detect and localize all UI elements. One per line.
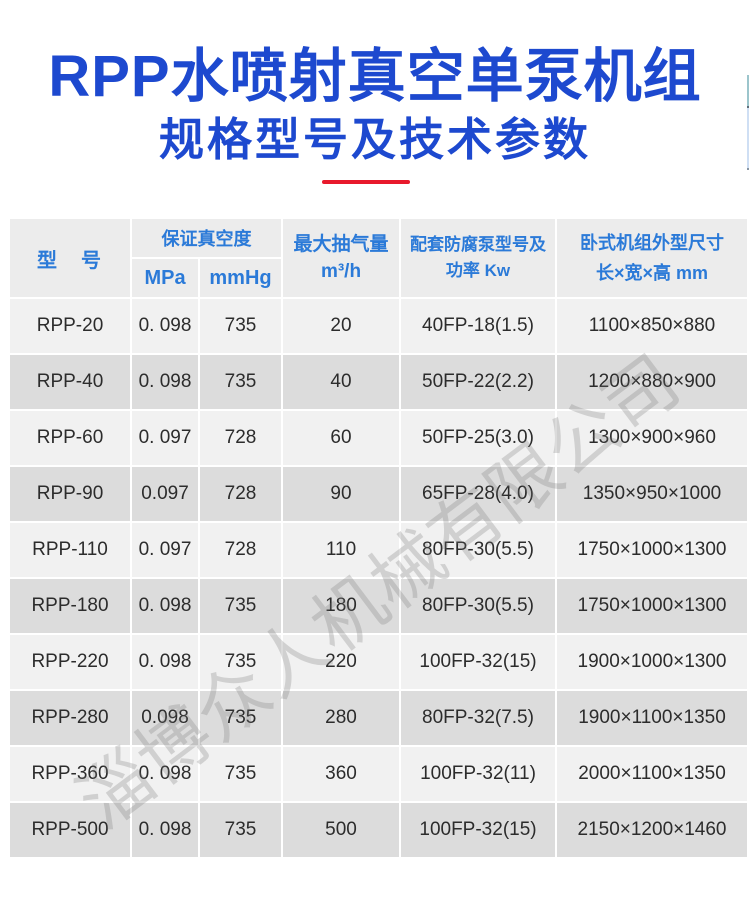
scrollbar-remnant-bottom[interactable]	[747, 106, 749, 170]
cell-size: 1750×1000×1300	[555, 521, 749, 580]
col-header-size-line1: 卧式机组外型尺寸	[580, 233, 724, 254]
cell-mmhg: 728	[198, 465, 283, 524]
cell-pump: 100FP-32(15)	[399, 801, 557, 860]
col-header-mmhg: mmHg	[198, 257, 283, 300]
cell-capacity: 20	[281, 297, 401, 356]
page-title: RPP水喷射真空单泵机组	[48, 44, 702, 109]
cell-pump: 80FP-30(5.5)	[399, 521, 557, 580]
cell-mpa: 0. 097	[130, 521, 200, 580]
cell-model: RPP-20	[8, 297, 132, 356]
cell-mmhg: 735	[198, 633, 283, 692]
table-row: RPP-220 0. 098 735 220 100FP-32(15) 1900×1000…	[8, 633, 749, 692]
cell-mpa: 0. 098	[130, 801, 200, 860]
table-row: RPP-20 0. 098 735 20 40FP-18(1.5) 1100×850×88…	[8, 297, 749, 356]
cell-capacity: 110	[281, 521, 401, 580]
cell-model: RPP-60	[8, 409, 132, 468]
col-header-capacity-unit: m³/h	[320, 261, 362, 283]
table-row: RPP-500 0. 098 735 500 100FP-32(15) 2150×1200…	[8, 801, 749, 860]
spec-table-body: RPP-20 0. 098 735 20 40FP-18(1.5) 1100×850×88…	[8, 297, 749, 860]
cell-mpa: 0. 098	[130, 353, 200, 412]
cell-capacity: 280	[281, 689, 401, 748]
col-header-size: 卧式机组外型尺寸 长×宽×高 mm	[555, 217, 749, 300]
cell-mpa: 0. 098	[130, 577, 200, 636]
cell-pump: 80FP-30(5.5)	[399, 577, 557, 636]
cell-mpa: 0.098	[130, 689, 200, 748]
cell-mpa: 0. 098	[130, 297, 200, 356]
cell-mpa: 0. 098	[130, 633, 200, 692]
cell-mpa: 0. 098	[130, 745, 200, 804]
col-header-vacuum-group: 保证真空度	[130, 217, 283, 260]
cell-model: RPP-280	[8, 689, 132, 748]
cell-mpa: 0. 097	[130, 409, 200, 468]
col-header-model: 型 号	[8, 217, 132, 300]
page-subtitle: 规格型号及技术参数	[158, 113, 591, 165]
cell-capacity: 360	[281, 745, 401, 804]
cell-mmhg: 728	[198, 521, 283, 580]
cell-model: RPP-40	[8, 353, 132, 412]
table-row: RPP-280 0.098 735 280 80FP-32(7.5) 1900×1100×…	[8, 689, 749, 748]
cell-capacity: 180	[281, 577, 401, 636]
col-header-capacity-line1: 最大抽气量	[293, 234, 389, 256]
cell-size: 1300×900×960	[555, 409, 749, 468]
cell-size: 1900×1000×1300	[555, 633, 749, 692]
cell-mmhg: 735	[198, 297, 283, 356]
col-header-mpa: MPa	[130, 257, 200, 300]
cell-model: RPP-90	[8, 465, 132, 524]
cell-size: 1350×950×1000	[555, 465, 749, 524]
cell-capacity: 220	[281, 633, 401, 692]
cell-size: 1200×880×900	[555, 353, 749, 412]
cell-size: 1100×850×880	[555, 297, 749, 356]
cell-pump: 40FP-18(1.5)	[399, 297, 557, 356]
cell-pump: 100FP-32(11)	[399, 745, 557, 804]
cell-model: RPP-180	[8, 577, 132, 636]
cell-size: 1900×1100×1350	[555, 689, 749, 748]
table-row: RPP-110 0. 097 728 110 80FP-30(5.5) 1750×1000…	[8, 521, 749, 580]
accent-underline	[322, 180, 410, 185]
cell-mmhg: 735	[198, 801, 283, 860]
cell-mmhg: 728	[198, 409, 283, 468]
spec-table-header: 型 号 保证真空度 最大抽气量 m³/h 配套防腐泵型号及 功率 Kw 卧式机组…	[8, 217, 749, 300]
table-row: RPP-180 0. 098 735 180 80FP-30(5.5) 1750×1000…	[8, 577, 749, 636]
cell-pump: 50FP-25(3.0)	[399, 409, 557, 468]
scrollbar-remnant-top[interactable]	[747, 75, 749, 106]
cell-model: RPP-110	[8, 521, 132, 580]
cell-capacity: 60	[281, 409, 401, 468]
cell-pump: 65FP-28(4.0)	[399, 465, 557, 524]
col-header-capacity: 最大抽气量 m³/h	[281, 217, 401, 300]
table-row: RPP-40 0. 098 735 40 50FP-22(2.2) 1200×880×90…	[8, 353, 749, 412]
col-header-pump-line1: 配套防腐泵型号及	[410, 235, 546, 255]
cell-pump: 50FP-22(2.2)	[399, 353, 557, 412]
cell-capacity: 40	[281, 353, 401, 412]
cell-model: RPP-500	[8, 801, 132, 860]
cell-pump: 100FP-32(15)	[399, 633, 557, 692]
cell-model: RPP-220	[8, 633, 132, 692]
cell-mmhg: 735	[198, 577, 283, 636]
cell-pump: 80FP-32(7.5)	[399, 689, 557, 748]
col-header-size-line2: 长×宽×高 mm	[595, 263, 709, 284]
table-row: RPP-60 0. 097 728 60 50FP-25(3.0) 1300×900×96…	[8, 409, 749, 468]
cell-size: 1750×1000×1300	[555, 577, 749, 636]
cell-capacity: 90	[281, 465, 401, 524]
col-header-pump-line2: 功率 Kw	[445, 261, 511, 281]
cell-mmhg: 735	[198, 689, 283, 748]
col-header-pump: 配套防腐泵型号及 功率 Kw	[399, 217, 557, 300]
hero-header: RPP水喷射真空单泵机组 规格型号及技术参数	[0, 0, 750, 185]
table-row: RPP-90 0.097 728 90 65FP-28(4.0) 1350×950×100…	[8, 465, 749, 524]
cell-mmhg: 735	[198, 745, 283, 804]
spec-table: 型 号 保证真空度 最大抽气量 m³/h 配套防腐泵型号及 功率 Kw 卧式机组…	[8, 217, 749, 860]
cell-mpa: 0.097	[130, 465, 200, 524]
cell-size: 2150×1200×1460	[555, 801, 749, 860]
cell-size: 2000×1100×1350	[555, 745, 749, 804]
table-row: RPP-360 0. 098 735 360 100FP-32(11) 2000×1100…	[8, 745, 749, 804]
cell-capacity: 500	[281, 801, 401, 860]
cell-model: RPP-360	[8, 745, 132, 804]
cell-mmhg: 735	[198, 353, 283, 412]
